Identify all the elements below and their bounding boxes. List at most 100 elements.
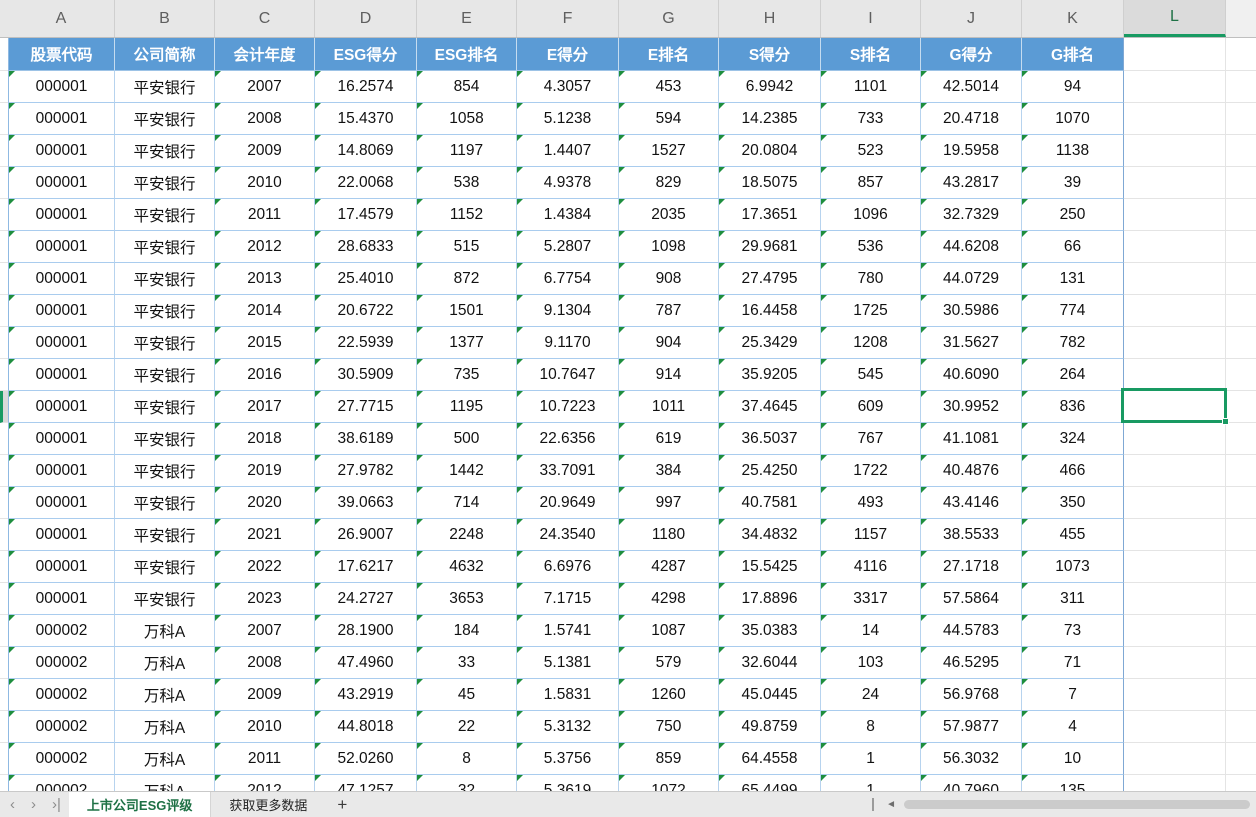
- cell[interactable]: 22.5939: [315, 327, 417, 359]
- cell[interactable]: 29.9681: [719, 231, 821, 263]
- cell[interactable]: 904: [619, 327, 719, 359]
- cell[interactable]: 7.1715: [517, 583, 619, 615]
- column-header-B[interactable]: B: [115, 0, 215, 37]
- empty-cell-L[interactable]: [1124, 679, 1226, 711]
- cell[interactable]: 774: [1022, 295, 1124, 327]
- cell[interactable]: 2009: [215, 135, 315, 167]
- sheet-tab-1[interactable]: 上市公司ESG评级: [68, 791, 212, 817]
- cell[interactable]: 43.2919: [315, 679, 417, 711]
- cell[interactable]: 1070: [1022, 103, 1124, 135]
- cell[interactable]: 7: [1022, 679, 1124, 711]
- cell[interactable]: 5.3619: [517, 775, 619, 791]
- column-header-G[interactable]: G: [619, 0, 719, 37]
- cell[interactable]: 1011: [619, 391, 719, 423]
- selected-cell-outline[interactable]: [1121, 388, 1229, 425]
- sheet-nav-prev-icon[interactable]: ‹: [10, 796, 15, 813]
- empty-cell-overflow[interactable]: [1226, 551, 1256, 583]
- empty-cell-overflow[interactable]: [1226, 583, 1256, 615]
- cell[interactable]: 1096: [821, 199, 921, 231]
- cell[interactable]: 2020: [215, 487, 315, 519]
- cell[interactable]: 594: [619, 103, 719, 135]
- cell[interactable]: 28.1900: [315, 615, 417, 647]
- cell[interactable]: 854: [417, 71, 517, 103]
- cell[interactable]: 平安银行: [115, 327, 215, 359]
- cell[interactable]: 000001: [8, 487, 115, 519]
- cell[interactable]: 2008: [215, 647, 315, 679]
- cell[interactable]: 24.2727: [315, 583, 417, 615]
- cell[interactable]: 000002: [8, 711, 115, 743]
- cell[interactable]: 872: [417, 263, 517, 295]
- cell[interactable]: 平安银行: [115, 519, 215, 551]
- cell[interactable]: 47.4960: [315, 647, 417, 679]
- cell[interactable]: 000001: [8, 423, 115, 455]
- cell[interactable]: 1138: [1022, 135, 1124, 167]
- cell[interactable]: 73: [1022, 615, 1124, 647]
- cell[interactable]: 4298: [619, 583, 719, 615]
- empty-cell-L[interactable]: [1124, 423, 1226, 455]
- cell[interactable]: 平安银行: [115, 199, 215, 231]
- cell[interactable]: 733: [821, 103, 921, 135]
- column-header-K[interactable]: K: [1022, 0, 1124, 37]
- cell[interactable]: 27.9782: [315, 455, 417, 487]
- cell[interactable]: 1058: [417, 103, 517, 135]
- cell[interactable]: 000001: [8, 103, 115, 135]
- cell[interactable]: 1087: [619, 615, 719, 647]
- empty-cell-overflow[interactable]: [1226, 103, 1256, 135]
- cell[interactable]: 26.9007: [315, 519, 417, 551]
- cell[interactable]: 2023: [215, 583, 315, 615]
- cell[interactable]: 36.5037: [719, 423, 821, 455]
- cell[interactable]: 000001: [8, 231, 115, 263]
- empty-cell-L[interactable]: [1124, 359, 1226, 391]
- empty-cell-overflow[interactable]: [1226, 71, 1256, 103]
- cell[interactable]: 2015: [215, 327, 315, 359]
- header-cell[interactable]: ESG得分: [315, 38, 417, 71]
- cell[interactable]: 平安银行: [115, 231, 215, 263]
- cell[interactable]: 1442: [417, 455, 517, 487]
- cell[interactable]: 1208: [821, 327, 921, 359]
- cell[interactable]: 264: [1022, 359, 1124, 391]
- cell[interactable]: 30.9952: [921, 391, 1022, 423]
- cell[interactable]: 1.5741: [517, 615, 619, 647]
- cell[interactable]: 25.4250: [719, 455, 821, 487]
- cell[interactable]: 000001: [8, 135, 115, 167]
- cell[interactable]: 135: [1022, 775, 1124, 791]
- cell[interactable]: 324: [1022, 423, 1124, 455]
- cell[interactable]: 000002: [8, 743, 115, 775]
- cell[interactable]: 30.5909: [315, 359, 417, 391]
- cell[interactable]: 2013: [215, 263, 315, 295]
- cell[interactable]: 38.5533: [921, 519, 1022, 551]
- cell[interactable]: 2007: [215, 71, 315, 103]
- cell[interactable]: 1197: [417, 135, 517, 167]
- cell[interactable]: 47.1257: [315, 775, 417, 791]
- cell[interactable]: 1377: [417, 327, 517, 359]
- cell[interactable]: 1098: [619, 231, 719, 263]
- cell[interactable]: 40.6090: [921, 359, 1022, 391]
- cell[interactable]: 5.1238: [517, 103, 619, 135]
- cell[interactable]: 829: [619, 167, 719, 199]
- cell[interactable]: 2016: [215, 359, 315, 391]
- cell[interactable]: 平安银行: [115, 71, 215, 103]
- cell[interactable]: 4632: [417, 551, 517, 583]
- cell[interactable]: 17.3651: [719, 199, 821, 231]
- column-header-L[interactable]: L: [1124, 0, 1226, 37]
- cell[interactable]: 40.7581: [719, 487, 821, 519]
- cell[interactable]: 1.4407: [517, 135, 619, 167]
- cell[interactable]: 1101: [821, 71, 921, 103]
- cell[interactable]: 000001: [8, 263, 115, 295]
- cell[interactable]: 42.5014: [921, 71, 1022, 103]
- empty-cell-L[interactable]: [1124, 455, 1226, 487]
- pane-splitter[interactable]: [872, 798, 875, 811]
- empty-cell-overflow[interactable]: [1226, 167, 1256, 199]
- cell[interactable]: 000001: [8, 583, 115, 615]
- cell[interactable]: 45.0445: [719, 679, 821, 711]
- cell[interactable]: 1073: [1022, 551, 1124, 583]
- cell[interactable]: 000001: [8, 391, 115, 423]
- column-header-D[interactable]: D: [315, 0, 417, 37]
- cell[interactable]: 515: [417, 231, 517, 263]
- sheet-tab-2[interactable]: 获取更多数据: [229, 798, 308, 813]
- cell[interactable]: 37.4645: [719, 391, 821, 423]
- cell[interactable]: 750: [619, 711, 719, 743]
- empty-cell-L[interactable]: [1124, 327, 1226, 359]
- empty-cell-L[interactable]: [1124, 135, 1226, 167]
- cell[interactable]: 平安银行: [115, 583, 215, 615]
